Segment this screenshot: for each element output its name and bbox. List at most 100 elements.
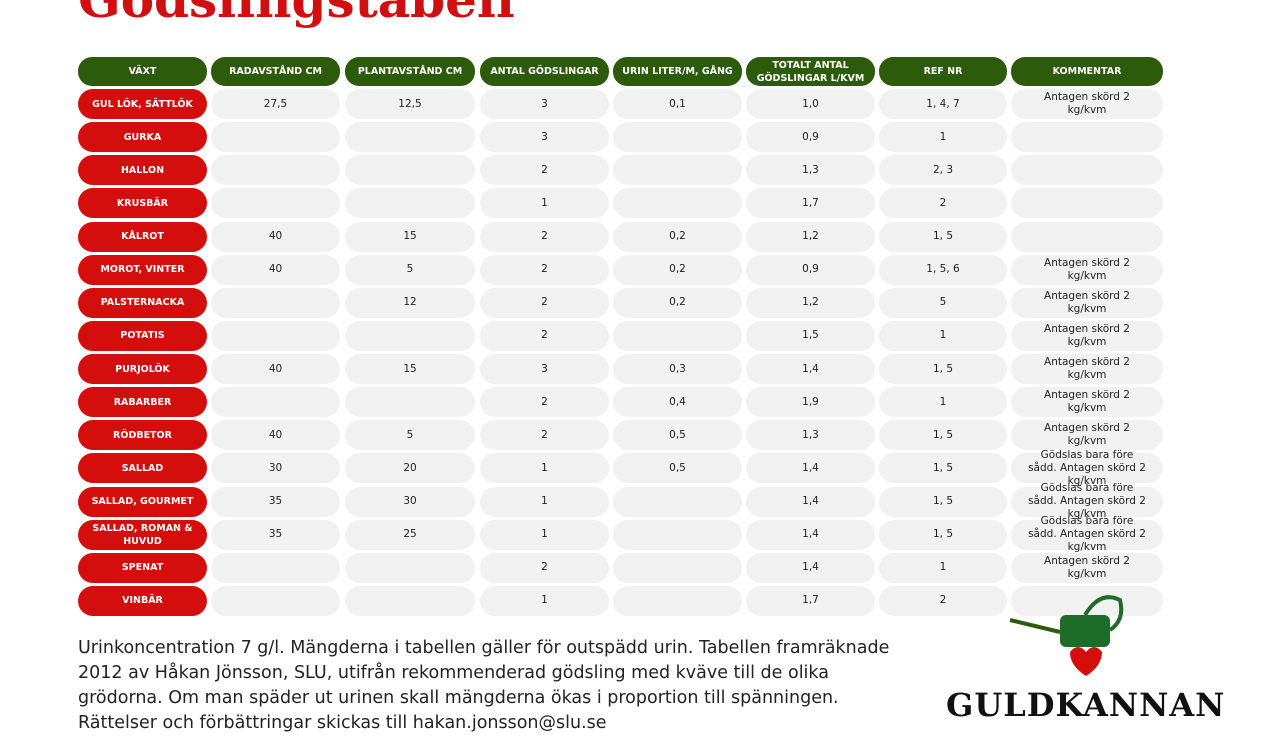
table-cell: 35 [211,486,340,517]
table-cell: 1, 4, 7 [879,89,1007,119]
table-cell: 3 [480,122,609,153]
table-cell: 5 [345,254,475,285]
table-cell: 0,4 [613,387,742,418]
table-cell: 0,2 [613,254,742,285]
table-cell: Gödslas bara före sådd. Antagen skörd 2 … [1011,449,1163,487]
plant-name: PURJOLÖK [78,354,207,385]
table-cell [211,188,340,219]
table-cell [613,122,742,153]
table-cell: 1,2 [746,287,875,318]
table-cell: 30 [345,486,475,517]
table-cell [345,387,475,418]
table-cell: 2 [480,420,609,451]
table-cell: 0,9 [746,122,875,153]
table-cell: 1,2 [746,221,875,252]
table-cell: 1,4 [746,453,875,484]
plant-name: GUL LÖK, SÄTTLÖK [78,89,207,119]
table-cell: Antagen skörd 2 kg/kvm [1011,89,1163,119]
plant-name: SALLAD, ROMAN & HUVUD [78,519,207,550]
table-cell: 2 [480,287,609,318]
table-cell [613,552,742,583]
table-cell: 2 [480,320,609,351]
table-cell: 2 [879,188,1007,219]
table-cell [211,585,340,616]
table-cell: 1, 5 [879,420,1007,451]
table-cell: 1 [879,320,1007,351]
column-header: RADAVSTÅND CM [211,57,340,86]
table-cell [613,486,742,517]
table-cell: 1, 5, 6 [879,254,1007,285]
table-cell: 12 [345,287,475,318]
table-cell: 27,5 [211,89,340,119]
table-cell [345,188,475,219]
table-cell [211,387,340,418]
table-cell: 1,3 [746,155,875,186]
table-cell: 2 [480,155,609,186]
table-cell: 1,9 [746,387,875,418]
table-cell [211,552,340,583]
table-cell: 1 [480,585,609,616]
plant-name: SPENAT [78,552,207,583]
table-cell [345,122,475,153]
table-cell: 15 [345,354,475,385]
table-cell [211,122,340,153]
plant-name: KÅLROT [78,221,207,252]
table-cell: 35 [211,519,340,550]
table-cell: 1,7 [746,188,875,219]
column-header: PLANTAVSTÅND CM [345,57,475,86]
table-cell: Antagen skörd 2 kg/kvm [1011,420,1163,451]
table-cell: Antagen skörd 2 kg/kvm [1011,287,1163,318]
table-cell: 2 [480,387,609,418]
table-cell: 1 [879,552,1007,583]
table-cell: 1,0 [746,89,875,119]
table-cell [211,155,340,186]
table-cell: 0,2 [613,221,742,252]
table-cell: Antagen skörd 2 kg/kvm [1011,552,1163,583]
plant-name: GURKA [78,122,207,153]
column-header: URIN LITER/M, GÅNG [613,57,742,86]
table-cell: 3 [480,89,609,119]
column-header: REF NR [879,57,1007,86]
plant-name: VINBÄR [78,585,207,616]
table-cell [613,320,742,351]
plant-name: RÖDBETOR [78,420,207,451]
plant-name: PALSTERNACKA [78,287,207,318]
table-cell: 1 [480,519,609,550]
plant-name: POTATIS [78,320,207,351]
table-cell [613,155,742,186]
table-cell [1011,155,1163,186]
plant-name: KRUSBÄR [78,188,207,219]
table-cell: 25 [345,519,475,550]
table-cell: 1, 5 [879,354,1007,385]
table-cell: 30 [211,453,340,484]
table-cell [345,320,475,351]
table-cell: 1 [879,122,1007,153]
table-cell [1011,122,1163,153]
table-cell: 1,3 [746,420,875,451]
table-cell: 1,4 [746,354,875,385]
table-cell: 0,5 [613,420,742,451]
column-header: ANTAL GÖDSLINGAR [480,57,609,86]
table-cell: 1 [879,387,1007,418]
table-cell: 2 [879,585,1007,616]
table-cell: 5 [879,287,1007,318]
table-cell: 0,9 [746,254,875,285]
table-cell: Antagen skörd 2 kg/kvm [1011,254,1163,285]
table-cell: 40 [211,254,340,285]
table-cell: 0,5 [613,453,742,484]
plant-name: HALLON [78,155,207,186]
table-cell [211,287,340,318]
page-title: Gödslingstabell [78,0,515,29]
table-cell [613,188,742,219]
table-cell: 3 [480,354,609,385]
table-cell [613,519,742,550]
plant-name: SALLAD [78,453,207,484]
table-cell: Antagen skörd 2 kg/kvm [1011,320,1163,351]
table-cell [1011,221,1163,252]
table-cell: 1 [480,188,609,219]
footnote: Urinkoncentration 7 g/l. Mängderna i tab… [78,638,890,733]
table-cell: 12,5 [345,89,475,119]
table-cell: 2 [480,254,609,285]
table-cell: 2, 3 [879,155,1007,186]
